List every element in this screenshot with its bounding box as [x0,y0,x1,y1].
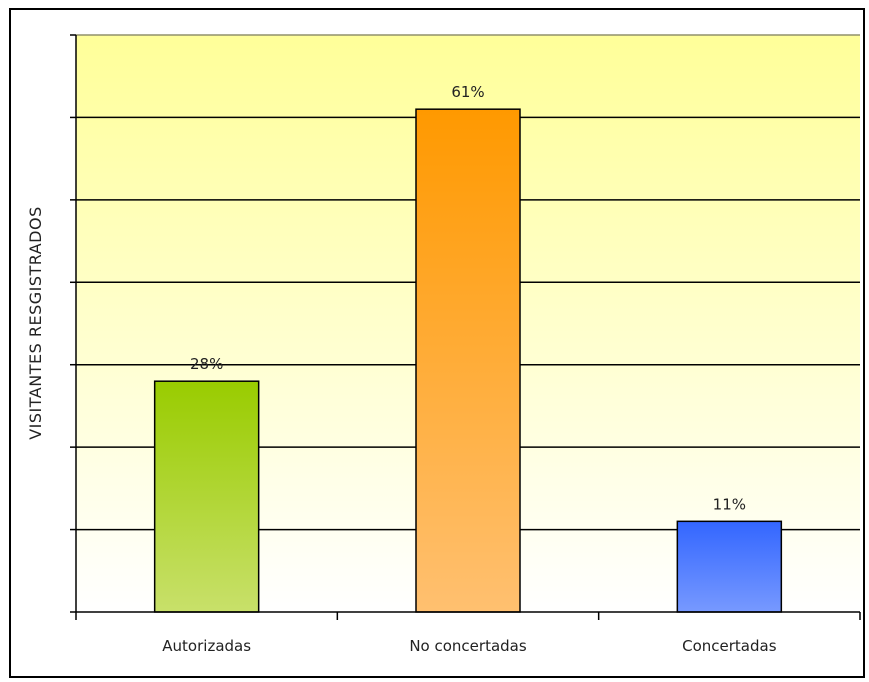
bar-autorizadas [153,380,260,613]
x-tick-label: Autorizadas [162,637,251,655]
data-label: 28% [190,355,223,373]
data-label: 11% [713,495,746,513]
bars: 28% 61% 11% [153,83,783,613]
data-label: 61% [451,83,484,101]
x-tick-label: Concertadas [682,637,777,655]
axes: Autorizadas No concertadas Concertadas [70,34,861,655]
bar-no-concertadas [415,108,521,613]
y-axis-label: VISITANTES RESGISTRADOS [26,206,45,440]
bar-concertadas [676,520,783,613]
x-tick-label: No concertadas [409,637,527,655]
